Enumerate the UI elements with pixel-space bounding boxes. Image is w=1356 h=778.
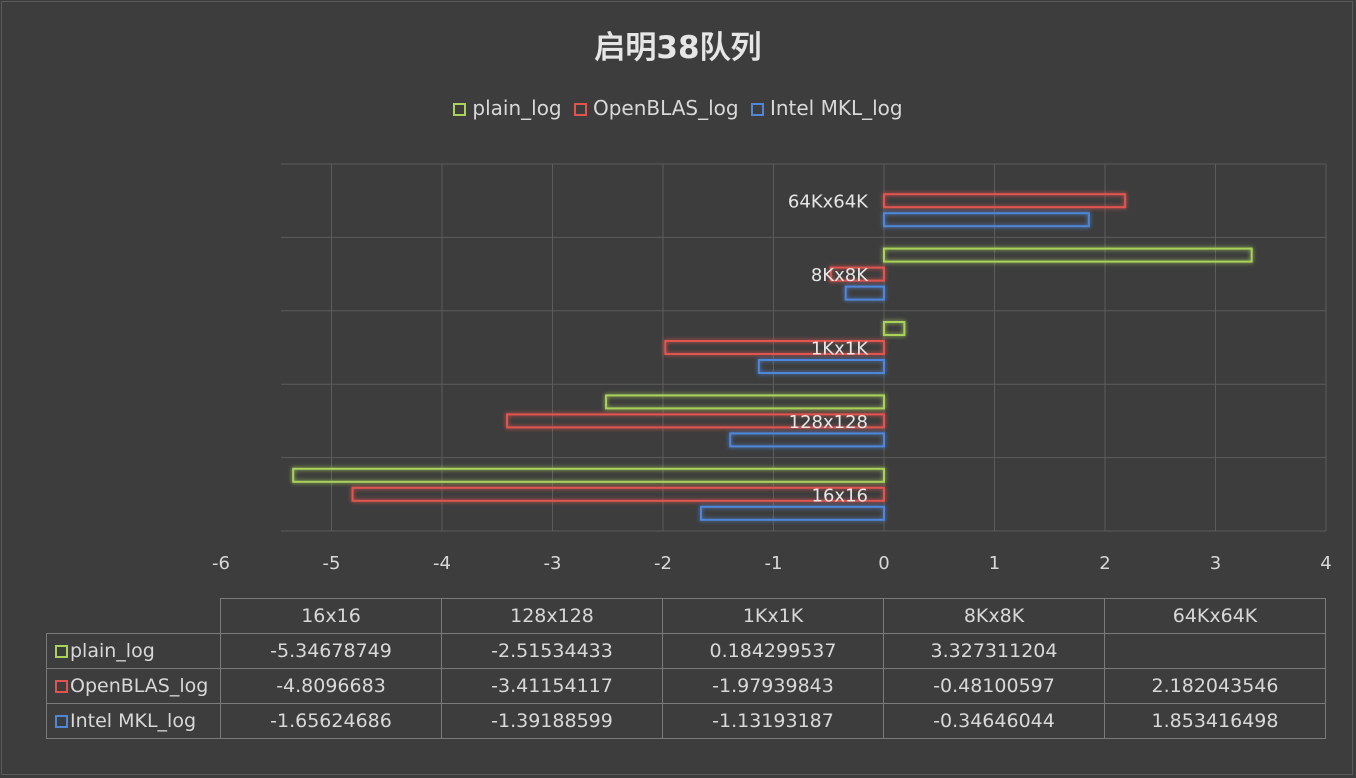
x-axis-tick-labels: -6 -5 -4 -3 -2 -1 0 1 2 3 4 <box>212 553 1332 574</box>
table-header-cell: 16x16 <box>220 598 442 634</box>
chart-title: 启明38队列 <box>594 30 762 66</box>
table-cell: 0.184299537 <box>662 633 884 669</box>
table-header-row: 16x16 128x128 1Kx1K 8Kx8K 64Kx64K <box>46 598 1326 634</box>
x-tick-label: 1 <box>989 553 1000 574</box>
table-corner-cell <box>46 598 221 634</box>
row-swatch-openblas-log <box>55 680 68 693</box>
x-tick-label: -2 <box>654 553 672 574</box>
bar-intel-mkl-log-1kx1k <box>757 359 885 374</box>
x-tick-label: 0 <box>878 553 889 574</box>
table-row-header: OpenBLAS_log <box>46 668 221 704</box>
bar-intel-mkl-log-128x128 <box>729 432 885 448</box>
legend-label-openblas-log: OpenBLAS_log <box>592 96 739 120</box>
bar-openblas-log-8kx8k <box>829 266 885 282</box>
row-label-openblas-log: OpenBLAS_log <box>70 675 209 697</box>
x-tick-label: -1 <box>765 553 783 574</box>
table-cell: -1.13193187 <box>662 703 884 739</box>
table-cell: -5.34678749 <box>220 633 442 669</box>
category-label: 64Kx64K <box>788 192 869 213</box>
table-row-plain-log: plain_log -5.34678749 -2.51534433 0.1842… <box>46 633 1326 669</box>
x-tick-label: -3 <box>544 553 562 574</box>
legend-item-plain-log: plain_log <box>453 96 562 120</box>
bar-intel-mkl-log-8kx8k <box>844 285 886 301</box>
bar-openblas-log-128x128 <box>506 413 885 429</box>
table-row-header: Intel MKL_log <box>46 703 221 739</box>
legend-label-plain-log: plain_log <box>472 96 562 120</box>
table-cell <box>1104 633 1326 669</box>
gridlines <box>281 163 1327 532</box>
table-row-header: plain_log <box>46 633 221 669</box>
bar-plain-log-8kx8k <box>883 247 1253 263</box>
table-cell: 2.182043546 <box>1104 668 1326 704</box>
bar-plain-log-1kx1k <box>883 321 906 336</box>
table-header-cell: 128x128 <box>441 598 663 634</box>
bars <box>292 193 1253 521</box>
table-header-cell: 8Kx8K <box>883 598 1105 634</box>
x-tick-label: -5 <box>323 553 341 574</box>
x-tick-label: 4 <box>1320 553 1331 574</box>
bar-intel-mkl-log-16x16 <box>699 505 886 521</box>
table-cell: -3.41154117 <box>441 668 663 704</box>
table-cell: -0.48100597 <box>883 668 1105 704</box>
x-tick-label: 3 <box>1210 553 1221 574</box>
legend-item-intel-mkl-log: Intel MKL_log <box>750 96 903 120</box>
table-cell: -1.39188599 <box>441 703 663 739</box>
bar-openblas-log-1kx1k <box>664 340 886 355</box>
legend-swatch-openblas-log <box>573 103 587 116</box>
bar-plain-log-16x16 <box>292 467 885 483</box>
table-cell: -0.34646044 <box>883 703 1105 739</box>
table-cell: 1.853416498 <box>1104 703 1326 739</box>
x-tick-label: -4 <box>433 553 451 574</box>
table-row-intel-mkl-log: Intel MKL_log -1.65624686 -1.39188599 -1… <box>46 703 1326 739</box>
category-label: 1Kx1K <box>811 339 869 360</box>
category-label: 16x16 <box>812 485 868 506</box>
category-label: 128x128 <box>789 412 868 433</box>
bar-plain-log-128x128 <box>605 394 885 410</box>
table-cell: -1.97939843 <box>662 668 884 704</box>
bar-chart-plot: 16x16 128x128 1Kx1K 8Kx8K 64Kx64K -6 -5 -4 -3 -2… <box>212 163 1332 574</box>
row-swatch-plain-log <box>55 645 68 658</box>
legend-swatch-intel-mkl-log <box>750 103 764 116</box>
bar-openblas-log-64kx64k <box>883 193 1127 209</box>
table-cell: 3.327311204 <box>883 633 1105 669</box>
data-table: 16x16 128x128 1Kx1K 8Kx8K 64Kx64K plain_… <box>46 598 1326 739</box>
legend-item-openblas-log: OpenBLAS_log <box>573 96 739 120</box>
category-label: 8Kx8K <box>811 265 869 286</box>
table-cell: -4.8096683 <box>220 668 442 704</box>
table-cell: -1.65624686 <box>220 703 442 739</box>
legend-swatch-plain-log <box>453 103 467 116</box>
row-label-plain-log: plain_log <box>70 640 155 662</box>
category-labels: 16x16 128x128 1Kx1K 8Kx8K 64Kx64K <box>788 192 869 507</box>
legend: plain_log OpenBLAS_log Intel MKL_log <box>0 96 1356 120</box>
table-header-cell: 64Kx64K <box>1104 598 1326 634</box>
table-header-cell: 1Kx1K <box>662 598 884 634</box>
table-cell: -2.51534433 <box>441 633 663 669</box>
table-row-openblas-log: OpenBLAS_log -4.8096683 -3.41154117 -1.9… <box>46 668 1326 704</box>
bar-intel-mkl-log-64kx64k <box>883 212 1090 228</box>
x-tick-label: 2 <box>1099 553 1110 574</box>
legend-label-intel-mkl-log: Intel MKL_log <box>769 96 903 120</box>
row-label-intel-mkl-log: Intel MKL_log <box>70 710 197 732</box>
x-tick-label: -6 <box>212 553 230 574</box>
bar-openblas-log-16x16 <box>351 486 885 502</box>
row-swatch-intel-mkl-log <box>55 715 68 728</box>
